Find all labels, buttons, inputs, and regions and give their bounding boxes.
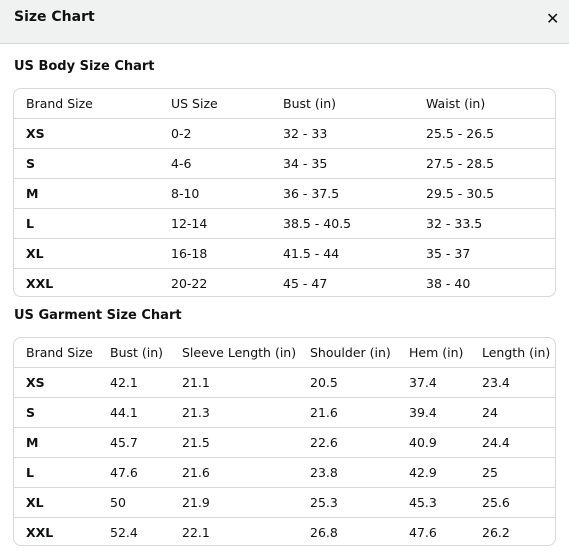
table-cell: 38 - 40 [426,276,471,291]
column-header: US Size [171,96,218,111]
column-header: Sleeve Length (in) [182,345,297,360]
table-row: S 44.1 21.3 21.6 39.4 24 [14,397,555,427]
size-label: XXL [26,525,54,540]
table-cell: 8-10 [171,186,200,201]
table-row: XL 16-18 41.5 - 44 35 - 37 [14,238,555,268]
column-header: Shoulder (in) [310,345,391,360]
table-cell: 21.6 [182,465,210,480]
table-row: L 47.6 21.6 23.8 42.9 25 [14,457,555,487]
table-cell: 25.3 [310,495,338,510]
table-cell: 0-2 [171,126,192,141]
table-row: S 4-6 34 - 35 27.5 - 28.5 [14,148,555,178]
table-cell: 45.3 [409,495,437,510]
table-cell: 26.8 [310,525,338,540]
table-cell: 42.1 [110,375,138,390]
table-cell: 12-14 [171,216,208,231]
table-cell: 47.6 [409,525,437,540]
table-cell: 25.5 - 26.5 [426,126,495,141]
size-label: XS [26,126,45,141]
table-cell: 21.1 [182,375,210,390]
size-table: Brand Size US Size Bust (in) Waist (in) XS 0-… [13,88,556,297]
column-header: Brand Size [26,96,93,111]
table-cell: 50 [110,495,126,510]
table-row: M 8-10 36 - 37.5 29.5 - 30.5 [14,178,555,208]
section-title: US Body Size Chart [14,59,155,74]
table-cell: 47.6 [110,465,138,480]
table-row: XXL 52.4 22.1 26.8 47.6 26.2 [14,517,555,547]
size-table: Brand Size Bust (in) Sleeve Length (in) Sho… [13,337,556,546]
table-cell: 23.8 [310,465,338,480]
table-cell: 41.5 - 44 [283,246,340,261]
table-row: XXL 20-22 45 - 47 38 - 40 [14,268,555,298]
table-cell: 37.4 [409,375,437,390]
size-label: M [26,435,39,450]
table-row: XS 42.1 21.1 20.5 37.4 23.4 [14,367,555,397]
table-cell: 23.4 [482,375,510,390]
size-label: XS [26,375,45,390]
table-cell: 21.3 [182,405,210,420]
table-cell: 34 - 35 [283,156,328,171]
table-cell: 39.4 [409,405,437,420]
table-cell: 32 - 33.5 [426,216,483,231]
table-cell: 26.2 [482,525,510,540]
table-row: XL 50 21.9 25.3 45.3 25.6 [14,487,555,517]
table-header-row: Brand Size US Size Bust (in) Waist (in) [14,89,555,119]
table-cell: 40.9 [409,435,437,450]
table-cell: 42.9 [409,465,437,480]
table-row: L 12-14 38.5 - 40.5 32 - 33.5 [14,208,555,238]
table-cell: 21.9 [182,495,210,510]
table-cell: 32 - 33 [283,126,328,141]
table-cell: 16-18 [171,246,208,261]
table-cell: 20-22 [171,276,208,291]
table-cell: 25 [482,465,498,480]
column-header: Hem (in) [409,345,464,360]
table-header-row: Brand Size Bust (in) Sleeve Length (in) Sho… [14,338,555,368]
table-cell: 4-6 [171,156,192,171]
close-button[interactable]: ✕ [546,9,560,28]
size-label: L [26,465,34,480]
table-cell: 21.6 [310,405,338,420]
table-cell: 24 [482,405,498,420]
table-cell: 22.6 [310,435,338,450]
table-cell: 27.5 - 28.5 [426,156,495,171]
column-header: Bust (in) [283,96,337,111]
table-cell: 20.5 [310,375,338,390]
table-cell: 21.5 [182,435,210,450]
size-label: L [26,216,34,231]
table-cell: 22.1 [182,525,210,540]
table-cell: 45 - 47 [283,276,328,291]
dialog-title: Size Chart [14,9,95,25]
column-header: Bust (in) [110,345,164,360]
dialog-header: Size Chart ✕ [0,0,569,44]
size-label: XXL [26,276,54,291]
size-label: XL [26,495,44,510]
size-label: M [26,186,39,201]
table-row: XS 0-2 32 - 33 25.5 - 26.5 [14,118,555,148]
section-title: US Garment Size Chart [14,308,182,323]
table-row: M 45.7 21.5 22.6 40.9 24.4 [14,427,555,457]
size-label: XL [26,246,44,261]
table-cell: 36 - 37.5 [283,186,340,201]
table-cell: 29.5 - 30.5 [426,186,495,201]
table-cell: 45.7 [110,435,138,450]
table-cell: 38.5 - 40.5 [283,216,352,231]
table-cell: 35 - 37 [426,246,471,261]
column-header: Waist (in) [426,96,486,111]
size-label: S [26,405,36,420]
table-cell: 24.4 [482,435,510,450]
table-cell: 25.6 [482,495,510,510]
table-cell: 44.1 [110,405,138,420]
column-header: Brand Size [26,345,93,360]
table-cell: 52.4 [110,525,138,540]
size-label: S [26,156,36,171]
column-header: Length (in) [482,345,551,360]
